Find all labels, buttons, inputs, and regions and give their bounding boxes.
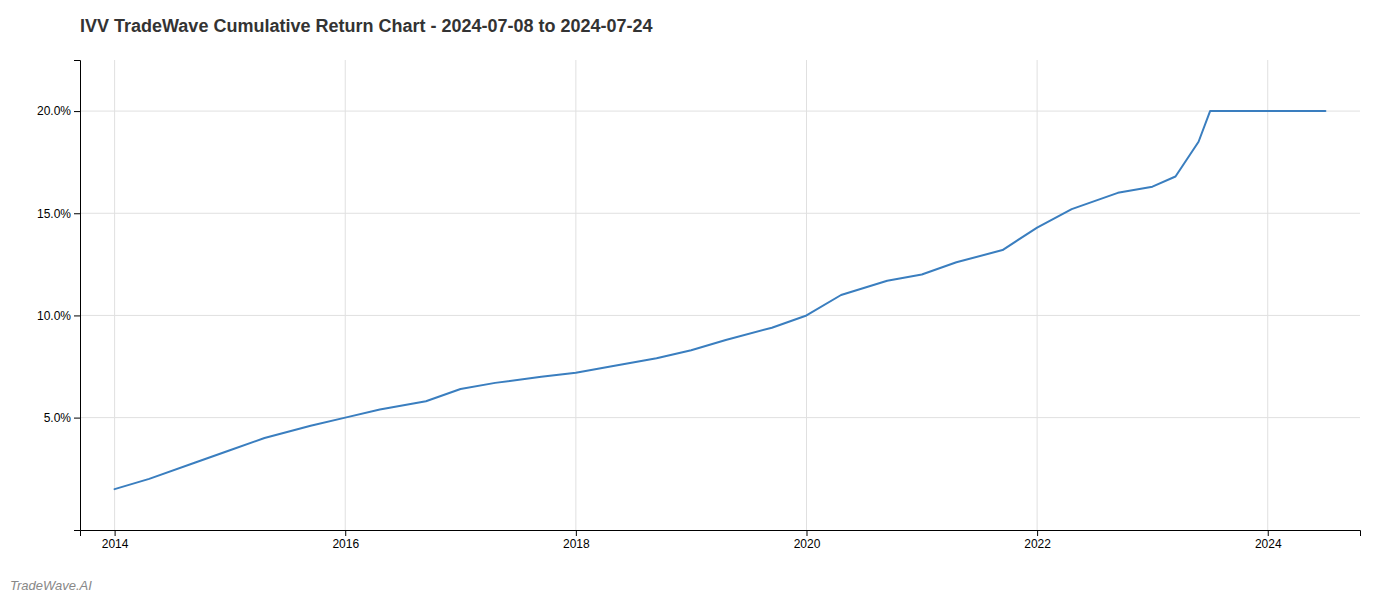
title: IVV TradeWave Cumulative Return Chart - … <box>80 16 653 36</box>
x-axis-line <box>81 531 1361 537</box>
x-tick: 2024 <box>1255 530 1282 551</box>
y-tick-label: 15.0% <box>37 207 71 221</box>
grid-line-x <box>114 60 115 530</box>
grid-line-y <box>80 213 1360 214</box>
y-tick: 10.0% <box>37 309 80 323</box>
x-tick-label: 2020 <box>794 537 821 551</box>
y-tick-mark <box>74 418 80 419</box>
x-tick: 2018 <box>563 530 590 551</box>
grid-line-x <box>806 60 807 530</box>
x-tick: 2014 <box>102 530 129 551</box>
grid-line-x <box>1037 60 1038 530</box>
grid-line-x <box>345 60 346 530</box>
y-tick: 15.0% <box>37 207 80 221</box>
y-tick-label: 10.0% <box>37 309 71 323</box>
y-axis-line <box>74 61 81 531</box>
plot-area: 2014 2016 2018 2020 2022 2024 5.0% 10.0% 15.0% 20… <box>37 60 1361 551</box>
x-tick-mark <box>1037 530 1038 536</box>
x-tick-mark <box>1268 530 1269 536</box>
x-tick: 2016 <box>332 530 359 551</box>
y-tick-mark <box>74 315 80 316</box>
grid-line-x <box>575 60 576 530</box>
y-tick-label: 20.0% <box>37 104 71 118</box>
x-tick-mark <box>115 530 116 536</box>
line <box>115 111 1326 489</box>
x-axis: 2014 2016 2018 2020 2022 2024 <box>81 530 1361 551</box>
y-tick-mark <box>74 111 80 112</box>
x-tick-mark <box>576 530 577 536</box>
x-tick-label: 2014 <box>102 537 129 551</box>
x-tick: 2022 <box>1024 530 1051 551</box>
annotation: TradeWave.AI <box>10 578 92 593</box>
y-tick: 5.0% <box>44 411 80 425</box>
y-axis: 5.0% 10.0% 15.0% 20.0% <box>37 61 81 531</box>
y-tick-label: 5.0% <box>44 411 72 425</box>
grid-line-y <box>80 417 1360 418</box>
y-tick: 20.0% <box>37 104 80 118</box>
grid-line-y <box>80 315 1360 316</box>
x-tick-label: 2016 <box>332 537 359 551</box>
x-tick-label: 2022 <box>1024 537 1051 551</box>
x-tick: 2020 <box>794 530 821 551</box>
grid-line-x <box>1267 60 1268 530</box>
x-tick-mark <box>806 530 807 536</box>
x-tick-label: 2024 <box>1255 537 1282 551</box>
chart: IVV TradeWave Cumulative Return Chart - … <box>0 0 1400 600</box>
x-tick-label: 2018 <box>563 537 590 551</box>
y-tick-mark <box>74 213 80 214</box>
grid-line-y <box>80 111 1360 112</box>
marks <box>115 111 1326 489</box>
grid <box>80 60 1360 530</box>
x-tick-mark <box>345 530 346 536</box>
